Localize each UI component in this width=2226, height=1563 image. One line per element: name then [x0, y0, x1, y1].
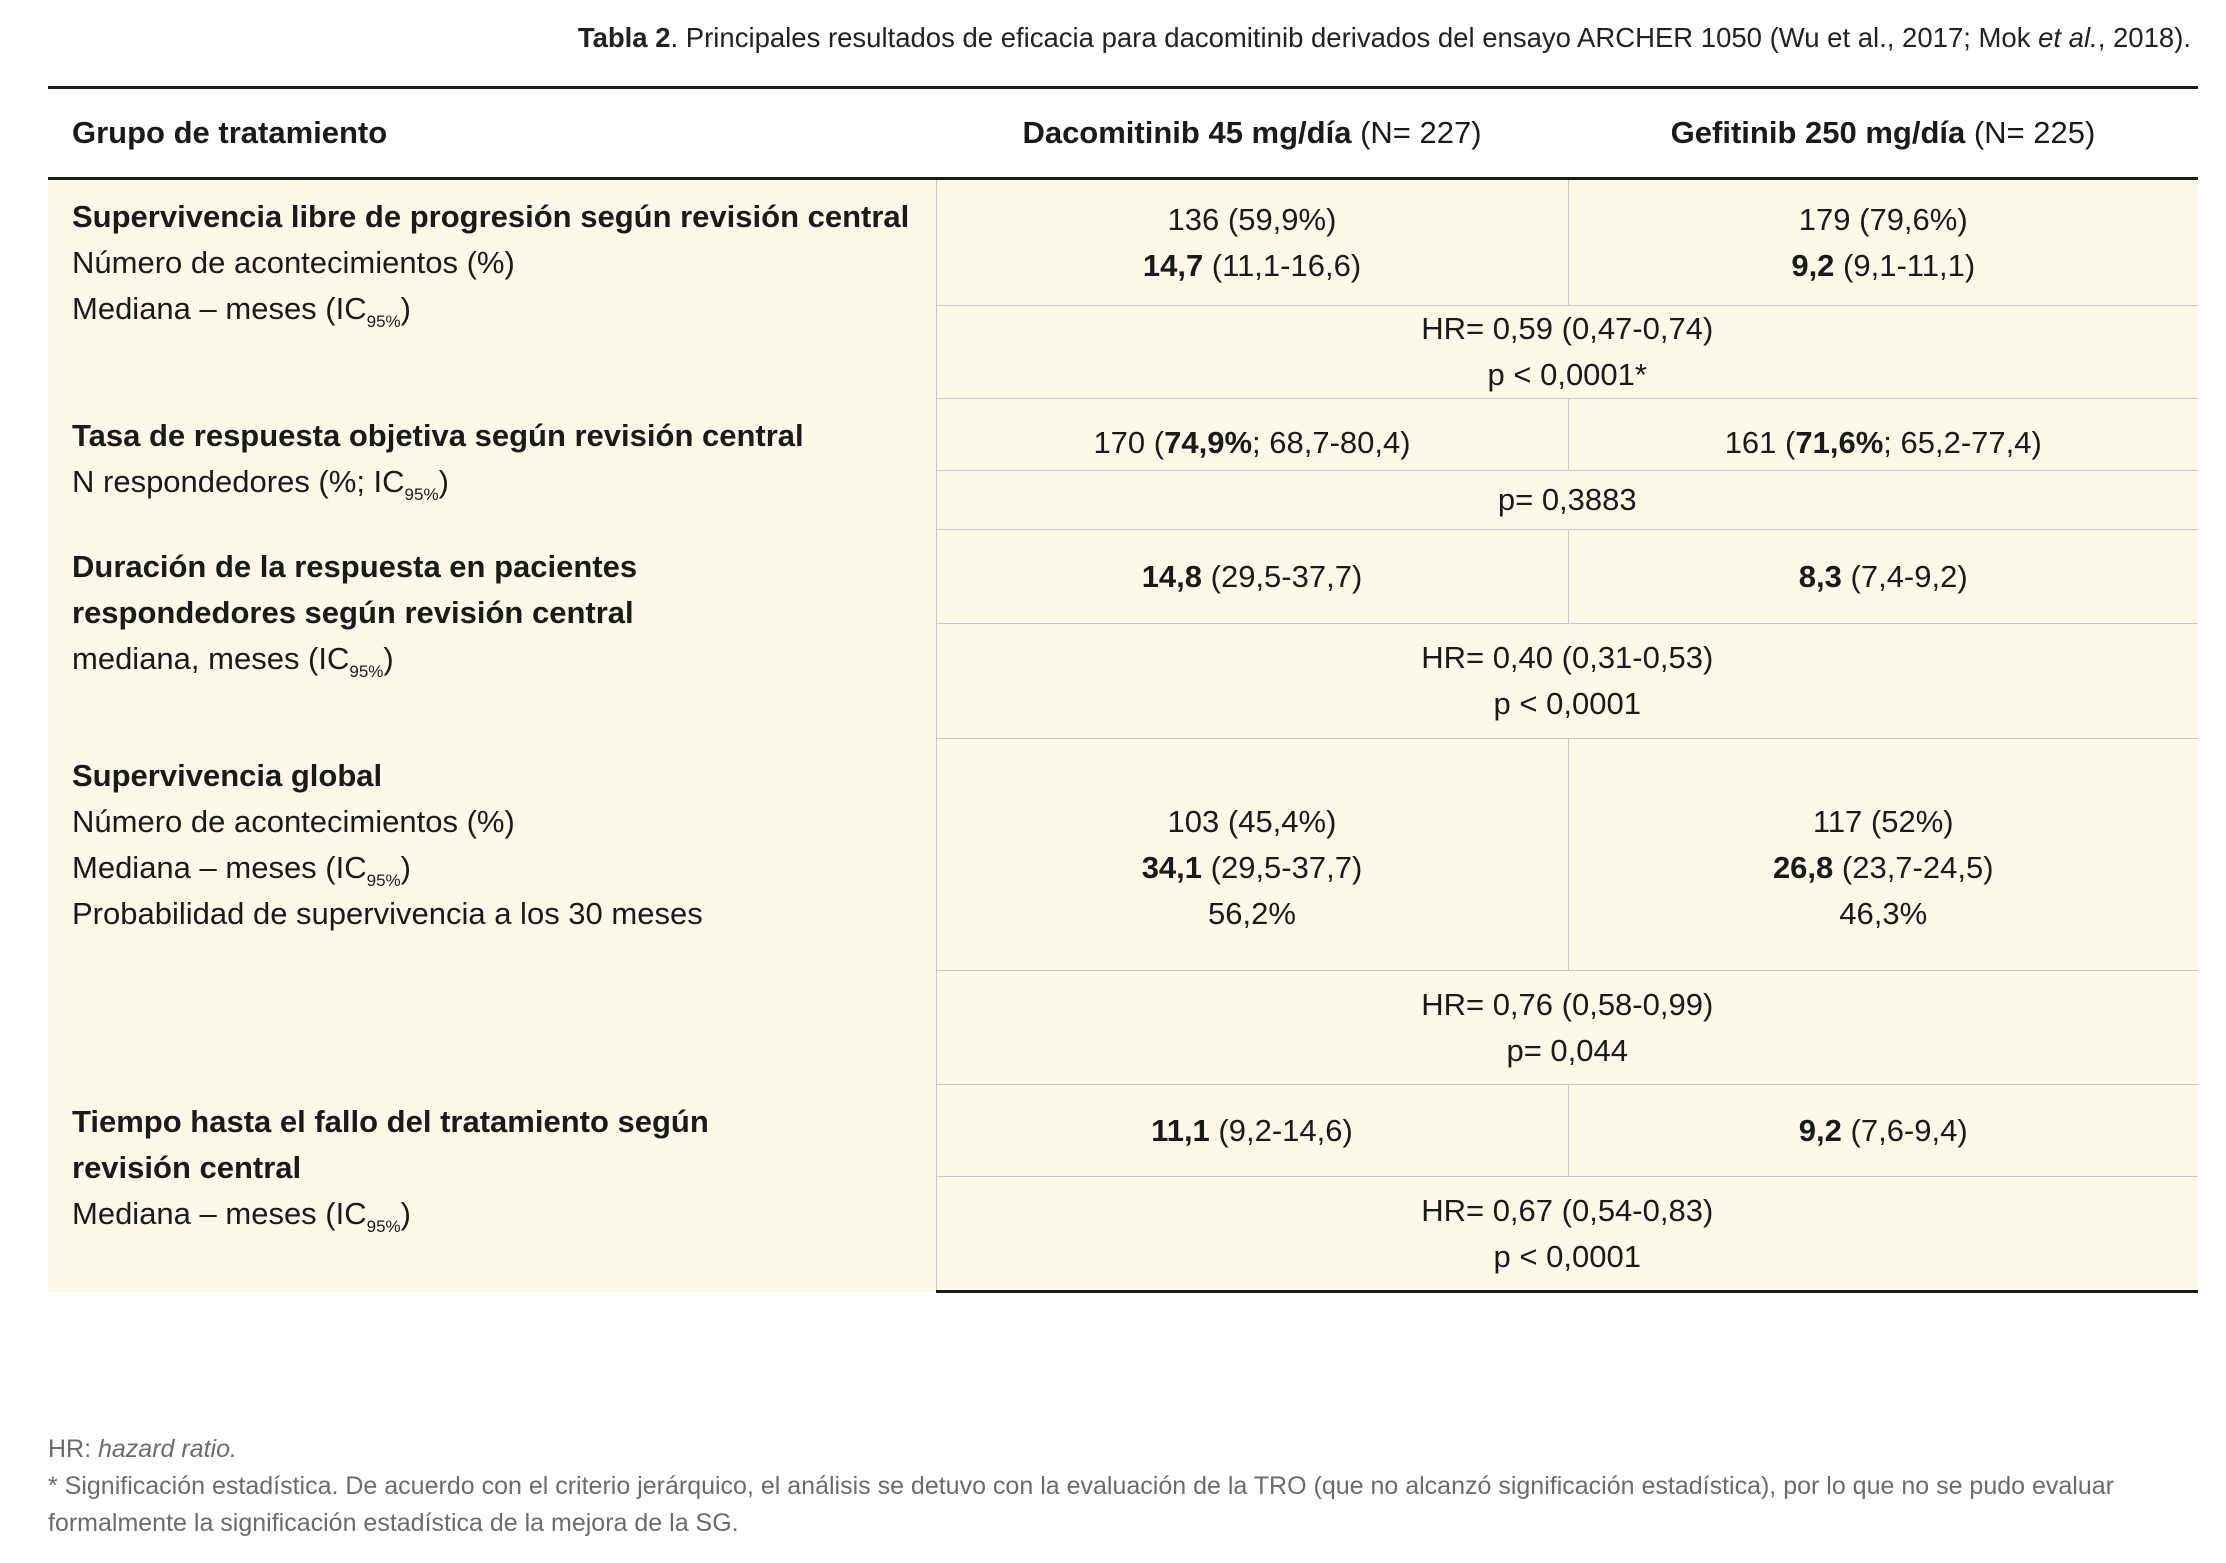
pfs-label: Supervivencia libre de progresión según …: [48, 178, 937, 399]
pfs-row-hr: HR= 0,59 (0,47-0,74) p < 0,0001*: [48, 305, 2198, 399]
footnote: * Significación estadística. De acuerdo …: [48, 1472, 2114, 1537]
os-dacomitinib: 103 (45,4%) 34,1 (29,5-37,7) 56,2%: [936, 738, 1569, 971]
dor-hr: HR= 0,40 (0,31-0,53) p < 0,0001: [936, 623, 2198, 739]
orr-line1: N respondedores (%; IC95%): [72, 463, 449, 504]
pfs-line2: Mediana – meses (IC95%): [72, 291, 411, 331]
ttf-title2: revisión central: [72, 1149, 302, 1185]
orr-row-p: p= 0,3883: [48, 470, 2198, 530]
os-title: Supervivencia global: [72, 757, 383, 793]
pfs-gefitinib: 179 (79,6%) 9,2 (9,1-11,1): [1568, 178, 2198, 306]
os-hr: HR= 0,76 (0,58-0,99) p= 0,044: [936, 970, 2198, 1085]
pfs-dacomitinib: 136 (59,9%) 14,7 (11,1-16,6): [936, 178, 1569, 306]
orr-label: Tasa de respuesta objetiva según revisió…: [48, 398, 937, 530]
table-caption: Tabla 2. Principales resultados de efica…: [578, 22, 2191, 54]
os-line1: Número de acontecimientos (%): [72, 803, 515, 839]
ttf-dacomitinib: 11,1 (9,2-14,6): [936, 1084, 1569, 1177]
ttf-row-hr: HR= 0,67 (0,54-0,83) p < 0,0001: [48, 1176, 2198, 1293]
header-dacomitinib: Dacomitinib 45 mg/día (N= 227): [936, 86, 1568, 180]
orr-title: Tasa de respuesta objetiva según revisió…: [72, 417, 804, 453]
header-gef-name: Gefitinib 250 mg/día: [1670, 115, 1966, 150]
orr-dacomitinib: 170 (74,9%; 68,7-80,4): [936, 398, 1569, 471]
os-label: Supervivencia global Número de acontecim…: [48, 738, 937, 1085]
header-gef-n: (N= 225): [1965, 115, 2096, 150]
os-row-values: Supervivencia global Número de acontecim…: [48, 738, 2198, 1085]
orr-p: p= 0,3883: [936, 470, 2198, 530]
caption-text: . Principales resultados de eficacia par…: [670, 22, 2039, 53]
caption-italic: et al.: [2038, 22, 2098, 53]
caption-year: , 2018).: [2097, 22, 2191, 53]
os-line2: Mediana – meses (IC95%): [72, 849, 411, 890]
dor-label: Duración de la respuesta en pacientes re…: [48, 529, 937, 739]
table-notes: HR: hazard ratio. * Significación estadí…: [48, 1431, 2198, 1542]
pfs-row-values: Supervivencia libre de progresión según …: [48, 178, 2198, 399]
header-group: Grupo de tratamiento: [48, 86, 936, 180]
header-row: Grupo de tratamiento Dacomitinib 45 mg/d…: [48, 86, 2198, 180]
pfs-line1: Número de acontecimientos (%): [72, 245, 515, 280]
efficacy-table: Grupo de tratamiento Dacomitinib 45 mg/d…: [48, 86, 2198, 1293]
header-gefitinib: Gefitinib 250 mg/día (N= 225): [1568, 86, 2198, 180]
pfs-title: Supervivencia libre de progresión según …: [72, 199, 910, 234]
dor-row-hr: HR= 0,40 (0,31-0,53) p < 0,0001: [48, 623, 2198, 739]
pfs-hr: HR= 0,59 (0,47-0,74) p < 0,0001*: [936, 305, 2198, 399]
os-row-hr: HR= 0,76 (0,58-0,99) p= 0,044: [48, 970, 2198, 1085]
ttf-hr: HR= 0,67 (0,54-0,83) p < 0,0001: [936, 1176, 2198, 1293]
dor-gefitinib: 8,3 (7,4-9,2): [1568, 529, 2198, 624]
header-dac-name: Dacomitinib 45 mg/día: [1022, 115, 1352, 150]
dor-row-values: Duración de la respuesta en pacientes re…: [48, 529, 2198, 739]
ttf-row-values: Tiempo hasta el fallo del tratamiento se…: [48, 1084, 2198, 1292]
orr-row-values: Tasa de respuesta objetiva según revisió…: [48, 398, 2198, 530]
dor-title1: Duración de la respuesta en pacientes: [72, 548, 638, 584]
ttf-line1: Mediana – meses (IC95%): [72, 1195, 411, 1236]
os-gefitinib: 117 (52%) 26,8 (23,7-24,5) 46,3%: [1568, 738, 2198, 971]
dor-title2: respondedores según revisión central: [72, 594, 634, 630]
orr-gefitinib: 161 (71,6%; 65,2-77,4): [1568, 398, 2198, 471]
ttf-title1: Tiempo hasta el fallo del tratamiento se…: [72, 1103, 709, 1139]
hr-note: HR: hazard ratio.: [48, 1435, 237, 1463]
caption-label: Tabla 2: [577, 22, 671, 53]
ttf-gefitinib: 9,2 (7,6-9,4): [1568, 1084, 2198, 1177]
dor-line1: mediana, meses (IC95%): [72, 640, 394, 681]
ttf-label: Tiempo hasta el fallo del tratamiento se…: [48, 1084, 937, 1292]
dor-dacomitinib: 14,8 (29,5-37,7): [936, 529, 1569, 624]
header-dac-n: (N= 227): [1351, 115, 1482, 150]
os-line3: Probabilidad de supervivencia a los 30 m…: [72, 895, 703, 931]
